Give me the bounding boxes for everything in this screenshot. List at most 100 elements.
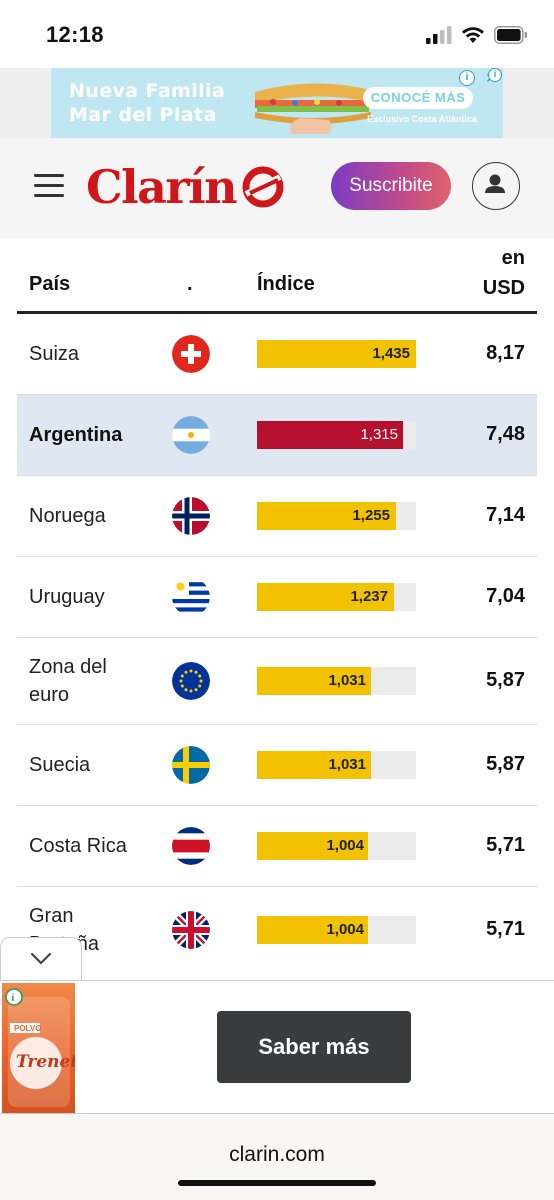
index-bar-fill: [257, 832, 369, 860]
usd-value: 5,87: [486, 753, 525, 775]
top-ad-headline-1: Nueva Familia: [69, 80, 226, 102]
table-row: Argentina 1,315 7,48: [17, 395, 537, 476]
index-value: 1,237: [350, 588, 388, 605]
index-bar: 1,237: [257, 583, 416, 611]
product-image: POLVO Trenet i: [2, 983, 75, 1113]
index-value: 1,255: [352, 507, 390, 524]
table-row: Suiza 1,435 8,17: [17, 314, 537, 395]
usd-value: 7,48: [486, 423, 525, 445]
url-text[interactable]: clarin.com: [229, 1143, 325, 1166]
index-value: 1,031: [328, 672, 366, 689]
country-name: Zona del euro: [29, 653, 107, 709]
usd-value: 8,17: [486, 342, 525, 364]
index-value: 1,004: [326, 837, 364, 854]
table-row: Zona del euro 1,031 5,87: [17, 638, 537, 725]
index-value: 1,031: [328, 756, 366, 773]
uk-flag-icon: [172, 911, 210, 949]
header-indice: Índice: [257, 273, 315, 295]
country-name: Noruega: [29, 505, 106, 527]
hamburger-icon[interactable]: [34, 173, 64, 199]
logo-mark-icon: [242, 166, 284, 208]
usd-value: 7,14: [486, 504, 525, 526]
index-value: 1,315: [360, 426, 398, 443]
bottom-ad[interactable]: POLVO Trenet i Saber más: [0, 980, 554, 1114]
country-name: Suecia: [29, 754, 91, 776]
costa-rica-flag-icon: [172, 827, 210, 865]
top-ad-cta[interactable]: CONOCÉ MÁS: [363, 87, 473, 109]
status-bar: 12:18: [0, 0, 554, 68]
saber-mas-button[interactable]: Saber más: [217, 1011, 411, 1083]
index-bar: 1,031: [257, 751, 416, 779]
country-name: Uruguay: [29, 586, 105, 608]
detergent-jar-image: POLVO Trenet i: [5, 988, 75, 1107]
product-label: POLVO: [14, 1024, 41, 1033]
index-bar-fill: [257, 421, 403, 449]
header-flag: .: [187, 273, 193, 295]
index-bar: 1,031: [257, 667, 416, 695]
table-row: Uruguay 1,237 7,04: [17, 557, 537, 638]
top-ad-fine-print: Exclusivo Costa Atlántica: [367, 114, 477, 124]
usd-value: 5,71: [486, 918, 525, 940]
index-value: 1,435: [372, 345, 410, 362]
home-indicator[interactable]: [178, 1180, 376, 1186]
usd-value: 5,71: [486, 834, 525, 856]
table-header: País . Índice en USD: [17, 238, 537, 314]
header-usd-line1: en: [501, 247, 525, 269]
index-bar-fill: [257, 916, 369, 944]
argentina-flag-icon: [172, 416, 210, 454]
country-name-line2: euro: [29, 684, 70, 706]
product-brand: Trenet: [16, 1052, 75, 1072]
svg-text:i: i: [12, 993, 15, 1004]
header-pais: País: [29, 273, 71, 295]
top-ad[interactable]: Nueva Familia Mar del Plata CONOCÉ MÁS E…: [51, 68, 503, 138]
info-icon[interactable]: i: [459, 70, 475, 86]
table-row: Costa Rica 1,004 5,71: [17, 806, 537, 887]
wifi-icon: [462, 27, 484, 43]
norway-flag-icon: [172, 497, 210, 535]
battery-icon: [494, 26, 527, 44]
table-row: Gran Bretaña 1,004 5,71: [17, 887, 537, 974]
country-name: Costa Rica: [29, 835, 127, 857]
country-name-line1: Gran: [29, 905, 74, 927]
adchoices-icon[interactable]: i: [488, 68, 502, 82]
sandwich-product-image: [255, 83, 371, 134]
index-value: 1,004: [326, 921, 364, 938]
index-bar: 1,435: [257, 340, 416, 368]
switzerland-flag-icon: [172, 335, 210, 373]
clarin-logo[interactable]: Clarín: [86, 157, 286, 217]
table-row: Noruega 1,255 7,14: [17, 476, 537, 557]
chevron-down-icon: [30, 952, 52, 965]
index-bar: 1,255: [257, 502, 416, 530]
user-account-button[interactable]: [472, 162, 520, 210]
index-bar: 1,004: [257, 832, 416, 860]
index-bar-fill: [257, 340, 416, 368]
header-usd: en USD: [483, 243, 525, 303]
country-name-line1: Zona del: [29, 656, 107, 678]
logo-text: Clarín: [86, 160, 238, 214]
user-icon: [485, 174, 506, 194]
country-name: Suiza: [29, 343, 80, 365]
index-bar: 1,004: [257, 916, 416, 944]
index-bar-fill: [257, 502, 397, 530]
browser-address-bar[interactable]: clarin.com: [0, 1114, 554, 1200]
signal-icon: [426, 26, 452, 44]
header-usd-line2: USD: [482, 277, 525, 299]
index-bar-fill: [257, 667, 372, 695]
subscribe-button[interactable]: Suscribite: [331, 162, 451, 210]
index-bar: 1,315: [257, 421, 416, 449]
index-bar-fill: [257, 751, 372, 779]
sweden-flag-icon: [172, 746, 210, 784]
status-time: 12:18: [46, 22, 104, 47]
top-ad-headline-2: Mar del Plata: [69, 104, 217, 126]
table-row: Suecia 1,031 5,87: [17, 725, 537, 806]
index-bar-fill: [257, 583, 395, 611]
uruguay-flag-icon: [172, 578, 210, 616]
status-icons: [426, 24, 528, 46]
top-ad-banner: Nueva Familia Mar del Plata CONOCÉ MÁS E…: [0, 68, 554, 138]
eu-flag-icon: [172, 662, 210, 700]
usd-value: 5,87: [486, 669, 525, 691]
price-index-table: País . Índice en USD Suiza 1,435 8,17 Ar…: [17, 238, 537, 974]
country-name: Argentina: [29, 424, 123, 446]
ad-collapse-tab[interactable]: [0, 937, 82, 981]
usd-value: 7,04: [486, 585, 525, 607]
